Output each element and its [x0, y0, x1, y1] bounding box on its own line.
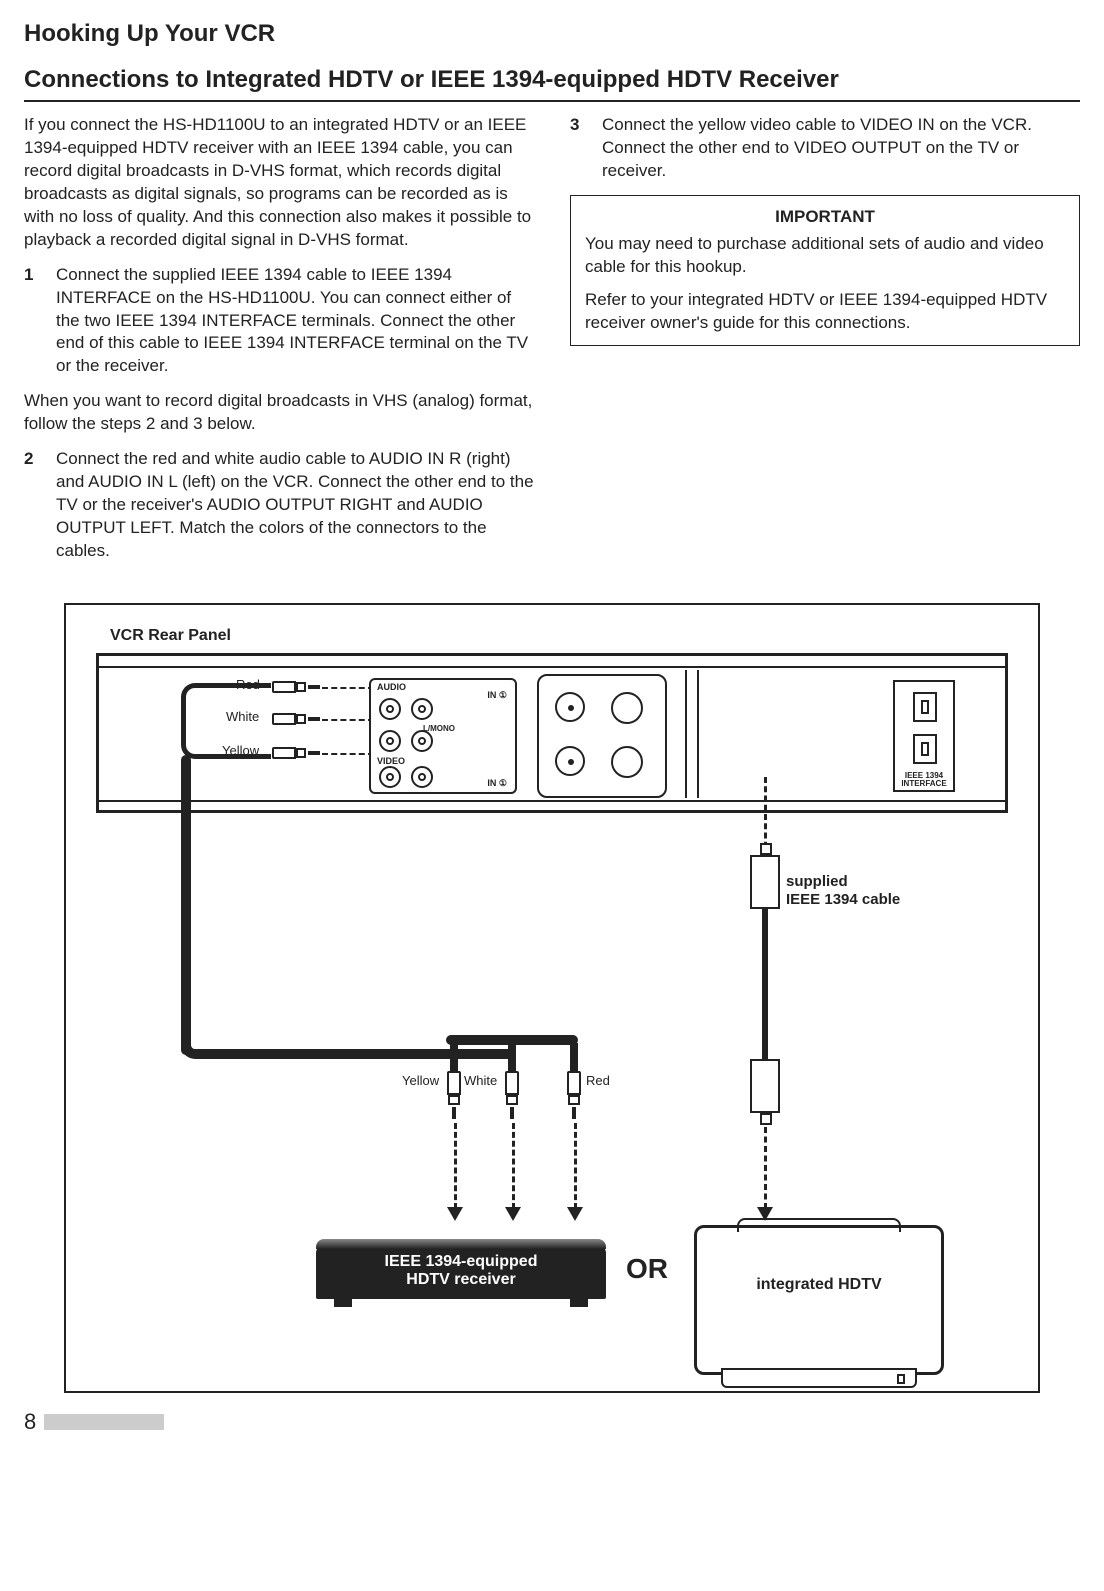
- ieee-dashed-line: [764, 1127, 767, 1209]
- cable-vertical: [181, 755, 191, 1055]
- footer-bar: [44, 1414, 164, 1430]
- ieee-interface-label: IEEE 1394 INTERFACE: [889, 772, 959, 788]
- dashed-arrow-line: [574, 1123, 577, 1209]
- section-title: Hooking Up Your VCR: [24, 20, 1080, 48]
- jack-icon: [411, 730, 433, 752]
- arrow-down-icon: [447, 1207, 463, 1221]
- step-3-body: Connect the yellow video cable to VIDEO …: [602, 114, 1080, 183]
- arrow-down-icon: [505, 1207, 521, 1221]
- tv-label: integrated HDTV: [697, 1276, 941, 1294]
- or-label: OR: [626, 1253, 668, 1285]
- important-heading: IMPORTANT: [585, 206, 1065, 229]
- ieee-port-icon: [913, 734, 937, 764]
- step-2-body: Connect the red and white audio cable to…: [56, 448, 534, 563]
- supplied-cable-label: supplied IEEE 1394 cable: [786, 873, 900, 909]
- step-1-number: 1: [24, 264, 56, 379]
- arrow-down-icon: [567, 1207, 583, 1221]
- rca-plug-icon: [272, 681, 320, 693]
- step-3-number: 3: [570, 114, 602, 183]
- tv-base-icon: [721, 1368, 917, 1388]
- in1-label: IN ①: [487, 690, 507, 701]
- dashed-line: [322, 719, 374, 721]
- step-1: 1 Connect the supplied IEEE 1394 cable t…: [24, 264, 534, 379]
- jack-icon: [379, 766, 401, 788]
- ieee-port-icon: [913, 692, 937, 722]
- tv-button-icon: [897, 1374, 905, 1384]
- dashed-line: [322, 687, 374, 689]
- receiver-line2: HDTV receiver: [316, 1271, 606, 1289]
- receiver-line1: IEEE 1394-equipped: [316, 1253, 606, 1271]
- hdtv-receiver-box: IEEE 1394-equipped HDTV receiver: [316, 1245, 606, 1299]
- step-2-number: 2: [24, 448, 56, 563]
- cable-branch: [570, 1043, 578, 1073]
- rca-plug-icon: [567, 1071, 581, 1119]
- rca-plug-icon: [505, 1071, 519, 1119]
- cable-bundle: [181, 683, 271, 759]
- jack-icon: [411, 698, 433, 720]
- jack-icon: [379, 698, 401, 720]
- middle-connector-block: [537, 674, 667, 798]
- rca-plug-icon: [447, 1071, 461, 1119]
- integrated-hdtv-box: integrated HDTV: [694, 1225, 944, 1375]
- coax-icon: [555, 692, 585, 722]
- important-p2: Refer to your integrated HDTV or IEEE 13…: [585, 289, 1065, 335]
- left-column: If you connect the HS-HD1100U to an inte…: [24, 114, 534, 575]
- port-icon: [611, 746, 643, 778]
- dashed-arrow-line: [454, 1123, 457, 1209]
- cable-turn: [181, 1045, 511, 1059]
- dashed-line: [322, 753, 374, 755]
- page-number: 8: [24, 1409, 36, 1435]
- ieee-cable: [762, 909, 768, 1059]
- panel-divider: [685, 670, 699, 798]
- step-3: 3 Connect the yellow video cable to VIDE…: [570, 114, 1080, 183]
- ieee-connector-icon: [750, 855, 780, 909]
- right-column: 3 Connect the yellow video cable to VIDE…: [570, 114, 1080, 575]
- jack-icon: [379, 730, 401, 752]
- yellow-plug-label-2: Yellow: [402, 1073, 439, 1088]
- port-icon: [611, 692, 643, 724]
- video-label: VIDEO: [377, 756, 405, 766]
- dashed-arrow-line: [512, 1123, 515, 1209]
- ieee-1394-block: IEEE 1394 INTERFACE: [893, 680, 955, 792]
- audio-label: AUDIO: [377, 682, 406, 692]
- ieee-connector-icon: [750, 1059, 780, 1113]
- intro-paragraph: If you connect the HS-HD1100U to an inte…: [24, 114, 534, 252]
- red-plug-label-2: Red: [586, 1073, 610, 1088]
- connection-diagram: VCR Rear Panel AUDIO IN ① R L/MONO VIDEO…: [64, 603, 1040, 1393]
- cable-branch: [450, 1043, 458, 1073]
- rca-plug-icon: [272, 747, 320, 759]
- tv-bezel-icon: [737, 1218, 901, 1232]
- in2-label: IN ①: [487, 778, 507, 789]
- important-p1: You may need to purchase additional sets…: [585, 233, 1065, 279]
- vcr-rear-panel-label: VCR Rear Panel: [110, 627, 231, 645]
- rca-jack-block: AUDIO IN ① R L/MONO VIDEO IN ①: [369, 678, 517, 794]
- two-column-text: If you connect the HS-HD1100U to an inte…: [24, 114, 1080, 575]
- step-1-body: Connect the supplied IEEE 1394 cable to …: [56, 264, 534, 379]
- step-2: 2 Connect the red and white audio cable …: [24, 448, 534, 563]
- important-box: IMPORTANT You may need to purchase addit…: [570, 195, 1080, 346]
- rca-plug-icon: [272, 713, 320, 725]
- page-footer: 8: [24, 1409, 1080, 1435]
- sub-title: Connections to Integrated HDTV or IEEE 1…: [24, 66, 1080, 102]
- white-plug-label-2: White: [464, 1073, 497, 1088]
- mid-instruction: When you want to record digital broadcas…: [24, 390, 534, 436]
- coax-icon: [555, 746, 585, 776]
- jack-icon: [411, 766, 433, 788]
- cable-branch: [508, 1043, 516, 1073]
